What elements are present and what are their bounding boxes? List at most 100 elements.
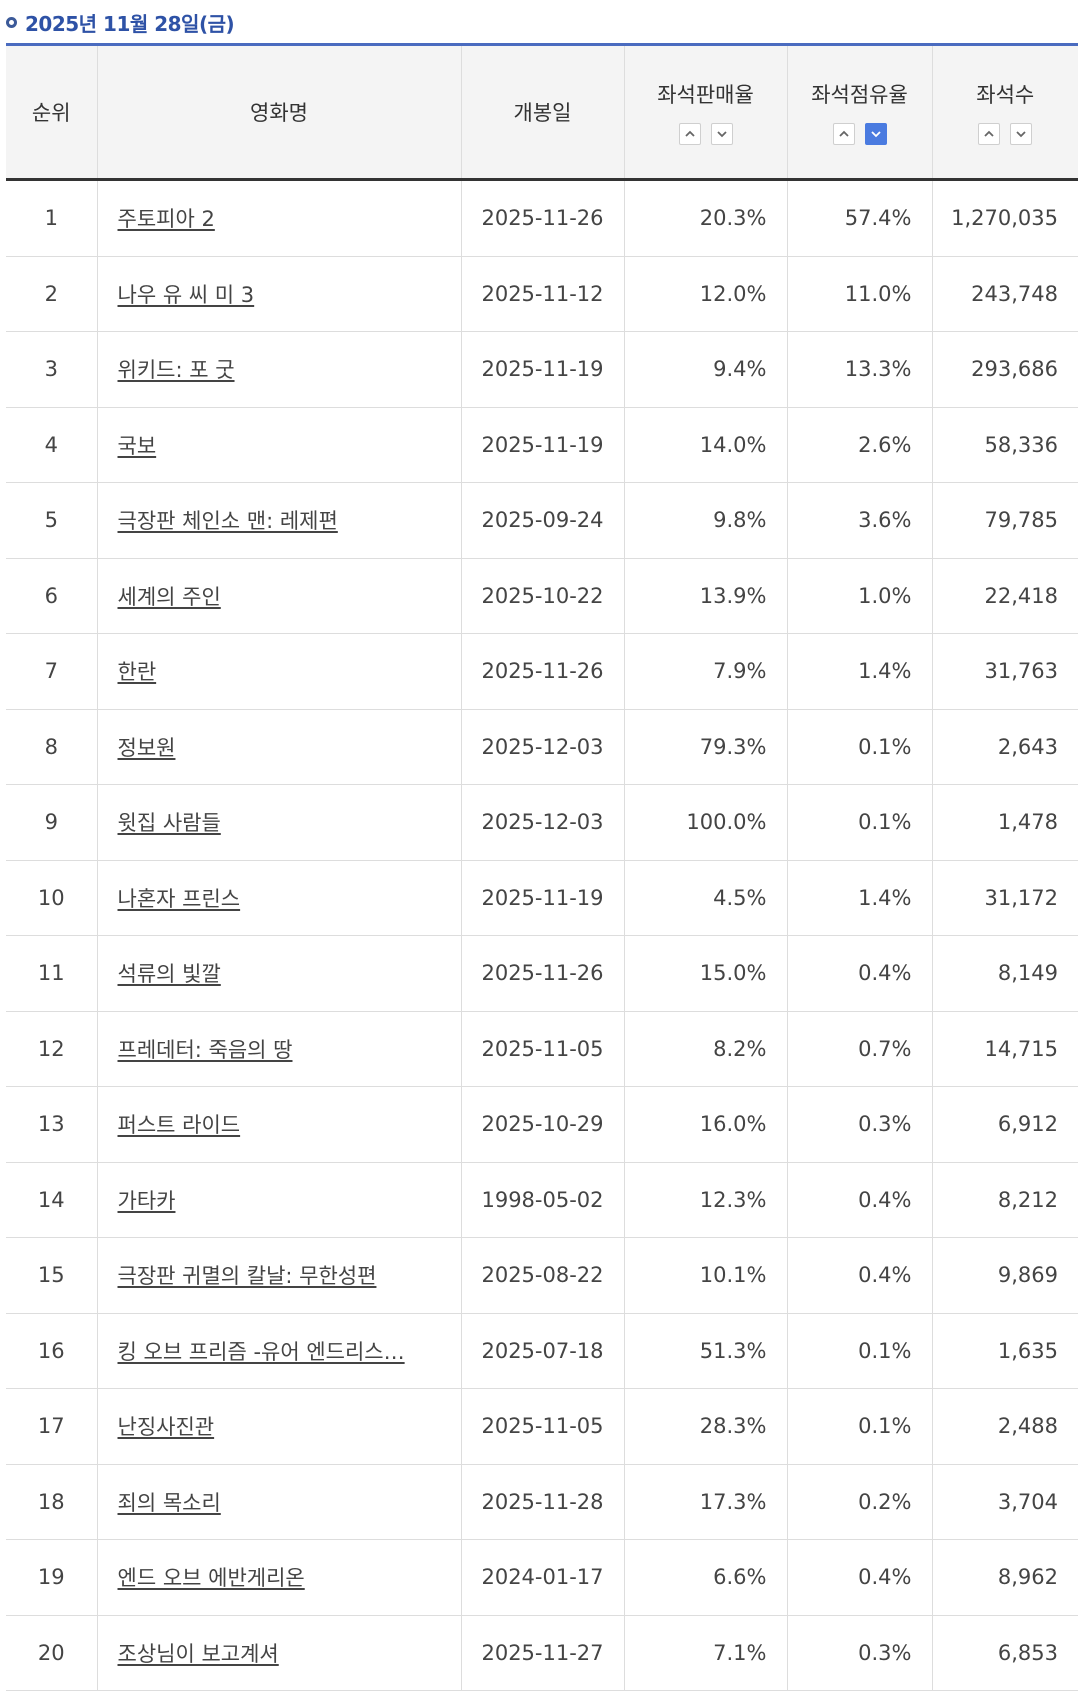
movie-title-link[interactable]: 죄의 목소리 — [117, 1490, 221, 1515]
movie-title-link[interactable]: 세계의 주인 — [117, 584, 221, 609]
sales-rate-cell: 6.6% — [624, 1539, 788, 1616]
seats-cell: 31,763 — [932, 633, 1078, 710]
header-rank-label: 순위 — [31, 101, 71, 125]
seats-cell: 58,336 — [932, 407, 1078, 483]
table-row: 9 윗집 사람들 2025-12-03 100.0% 0.1% 1,478 — [6, 784, 1078, 861]
rank-cell: 14 — [6, 1162, 98, 1238]
share-rate-cell: 0.3% — [787, 1615, 933, 1691]
share-rate-cell: 3.6% — [787, 482, 933, 559]
header-rank: 순위 — [6, 46, 98, 181]
movie-title-link[interactable]: 조상님이 보고계셔 — [117, 1641, 279, 1666]
open-date-cell: 2025-11-26 — [461, 633, 625, 710]
sales-rate-cell: 12.0% — [624, 256, 788, 332]
sales-rate-cell: 79.3% — [624, 709, 788, 785]
title-cell: 윗집 사람들 — [97, 784, 462, 861]
movie-title-link[interactable]: 나우 유 씨 미 3 — [117, 282, 255, 307]
seats-cell: 243,748 — [932, 256, 1078, 332]
open-date-cell: 2025-09-24 — [461, 482, 625, 559]
movie-title-link[interactable]: 위키드: 포 굿 — [117, 358, 235, 383]
movie-title-link[interactable]: 퍼스트 라이드 — [117, 1113, 241, 1138]
sales-rate-cell: 20.3% — [624, 179, 788, 257]
sales-rate-cell: 17.3% — [624, 1464, 788, 1540]
movie-title-link[interactable]: 윗집 사람들 — [117, 811, 221, 836]
table-row: 8 정보원 2025-12-03 79.3% 0.1% 2,643 — [6, 709, 1078, 785]
seats-cell: 8,962 — [932, 1539, 1078, 1616]
header-share-rate-label: 좌석점유율 — [811, 83, 908, 107]
movie-title-link[interactable]: 주토피아 2 — [117, 207, 215, 232]
movie-title-link[interactable]: 극장판 체인소 맨: 레제편 — [117, 509, 338, 534]
share-rate-sort-asc-button[interactable] — [832, 123, 855, 145]
open-date-cell: 2025-12-03 — [461, 709, 625, 785]
seats-cell: 2,488 — [932, 1388, 1078, 1465]
rank-cell: 6 — [6, 558, 98, 634]
share-rate-cell: 0.4% — [787, 935, 933, 1012]
share-rate-cell: 0.4% — [787, 1539, 933, 1616]
rank-cell: 8 — [6, 709, 98, 785]
open-date-cell: 2025-11-19 — [461, 860, 625, 936]
seats-cell: 293,686 — [932, 331, 1078, 408]
circle-bullet-icon — [6, 16, 17, 28]
title-cell: 석류의 빛깔 — [97, 935, 462, 1012]
open-date-cell: 2025-11-26 — [461, 179, 625, 257]
sales-rate-cell: 7.1% — [624, 1615, 788, 1691]
sales-rate-cell: 15.0% — [624, 935, 788, 1012]
sales-rate-cell: 13.9% — [624, 558, 788, 634]
title-cell: 킹 오브 프리즘 -유어 엔드리스… — [97, 1313, 462, 1389]
rank-cell: 17 — [6, 1388, 98, 1465]
seats-cell: 3,704 — [932, 1464, 1078, 1540]
title-cell: 프레데터: 죽음의 땅 — [97, 1011, 462, 1087]
rank-cell: 18 — [6, 1464, 98, 1540]
header-seats-label: 좌석수 — [976, 83, 1035, 107]
rank-cell: 16 — [6, 1313, 98, 1389]
title-cell: 정보원 — [97, 709, 462, 785]
sales-rate-cell: 9.4% — [624, 331, 788, 408]
chevron-down-icon — [1016, 131, 1026, 138]
share-rate-sort-desc-button[interactable] — [864, 123, 887, 145]
movie-title-link[interactable]: 극장판 귀멸의 칼날: 무한성편 — [117, 1264, 377, 1289]
box-office-table: 순위 영화명 개봉일 좌석판매율 — [6, 46, 1078, 1691]
header-sales-rate-label: 좌석판매율 — [657, 83, 754, 107]
rank-cell: 9 — [6, 784, 98, 861]
open-date-cell: 2025-11-19 — [461, 407, 625, 483]
movie-title-link[interactable]: 프레데터: 죽음의 땅 — [117, 1037, 293, 1062]
table-row: 1 주토피아 2 2025-11-26 20.3% 57.4% 1,270,035 — [6, 179, 1078, 257]
sales-rate-sort-desc-button[interactable] — [710, 123, 733, 145]
chevron-down-icon — [870, 131, 881, 138]
movie-title-link[interactable]: 나혼자 프린스 — [117, 886, 241, 911]
open-date-cell: 1998-05-02 — [461, 1162, 625, 1238]
title-cell: 난징사진관 — [97, 1388, 462, 1465]
seats-cell: 8,149 — [932, 935, 1078, 1012]
seats-cell: 31,172 — [932, 860, 1078, 936]
chevron-down-icon — [716, 131, 727, 138]
open-date-cell: 2025-11-05 — [461, 1011, 625, 1087]
movie-title-link[interactable]: 킹 오브 프리즘 -유어 엔드리스… — [117, 1339, 405, 1364]
share-rate-cell: 0.1% — [787, 784, 933, 861]
share-rate-cell: 0.4% — [787, 1162, 933, 1238]
chevron-up-icon — [984, 130, 994, 137]
sales-rate-cell: 28.3% — [624, 1388, 788, 1465]
seats-cell: 6,853 — [932, 1615, 1078, 1691]
movie-title-link[interactable]: 한란 — [117, 660, 157, 685]
movie-title-link[interactable]: 석류의 빛깔 — [117, 962, 221, 987]
movie-title-link[interactable]: 국보 — [117, 433, 157, 458]
header-open-date-label: 개봉일 — [513, 101, 572, 125]
open-date-cell: 2025-11-26 — [461, 935, 625, 1012]
seats-cell: 9,869 — [932, 1237, 1078, 1314]
share-rate-cell: 0.1% — [787, 1313, 933, 1389]
seats-cell: 1,270,035 — [932, 179, 1078, 257]
sales-rate-sort-asc-button[interactable] — [678, 123, 701, 145]
title-cell: 주토피아 2 — [97, 179, 462, 257]
sales-rate-cell: 4.5% — [624, 860, 788, 936]
movie-title-link[interactable]: 난징사진관 — [117, 1415, 215, 1440]
seats-sort-desc-button[interactable] — [1010, 123, 1033, 145]
seats-cell: 8,212 — [932, 1162, 1078, 1238]
rank-cell: 10 — [6, 860, 98, 936]
movie-title-link[interactable]: 가타카 — [117, 1188, 176, 1213]
movie-title-link[interactable]: 정보원 — [117, 735, 176, 760]
header-share-rate: 좌석점유율 — [787, 46, 933, 181]
open-date-cell: 2025-11-05 — [461, 1388, 625, 1465]
table-row: 18 죄의 목소리 2025-11-28 17.3% 0.2% 3,704 — [6, 1464, 1078, 1540]
seats-sort-asc-button[interactable] — [978, 123, 1001, 145]
title-cell: 극장판 체인소 맨: 레제편 — [97, 482, 462, 559]
movie-title-link[interactable]: 엔드 오브 에반게리온 — [117, 1566, 305, 1591]
